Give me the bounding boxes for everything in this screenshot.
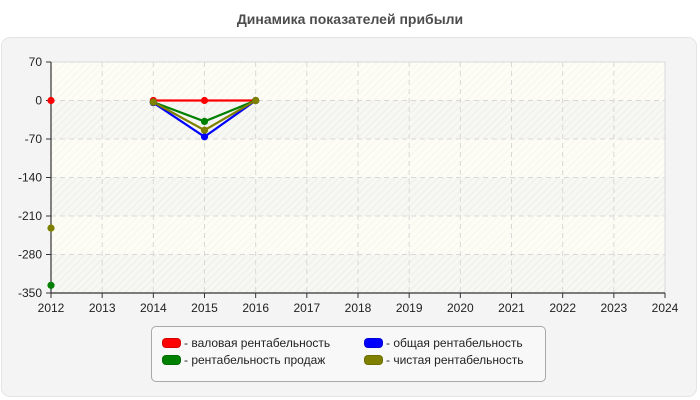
x-tick-label: 2024 xyxy=(652,301,679,315)
y-tick-label: 0 xyxy=(35,94,42,108)
x-tick-label: 2021 xyxy=(498,301,525,315)
y-tick-label: 70 xyxy=(29,55,43,69)
x-tick-label: 2023 xyxy=(600,301,627,315)
legend-swatch-olive xyxy=(364,355,383,365)
y-tick-label: -140 xyxy=(18,171,42,185)
x-tick-label: 2013 xyxy=(89,301,116,315)
x-tick-label: 2014 xyxy=(140,301,167,315)
data-point[interactable] xyxy=(200,96,209,105)
y-tick-label: -210 xyxy=(18,209,42,223)
legend-item-net-margin: - чистая рентабельность xyxy=(364,353,523,367)
x-tick-label: 2017 xyxy=(293,301,320,315)
x-tick-label: 2019 xyxy=(396,301,423,315)
data-point[interactable] xyxy=(252,96,260,105)
legend-item-total-margin: - общая рентабельность xyxy=(364,336,523,350)
legend-label: - общая рентабельность xyxy=(386,336,523,350)
y-tick-label: -70 xyxy=(25,132,43,146)
x-tick-label: 2020 xyxy=(447,301,474,315)
x-tick-label: 2018 xyxy=(345,301,372,315)
x-tick-label: 2012 xyxy=(38,301,65,315)
x-tick-label: 2022 xyxy=(549,301,576,315)
y-tick-label: -350 xyxy=(18,286,42,300)
data-point[interactable] xyxy=(149,98,157,106)
legend-swatch-blue xyxy=(364,338,383,348)
data-point[interactable] xyxy=(200,126,209,134)
legend-swatch-red xyxy=(162,338,181,348)
legend-label: - чистая рентабельность xyxy=(386,353,524,367)
data-point[interactable] xyxy=(47,224,55,232)
legend-label: - валовая рентабельность xyxy=(184,336,331,350)
chart-title: Динамика показателей прибыли xyxy=(236,11,464,27)
x-tick-label: 2016 xyxy=(242,301,269,315)
legend-item-gross-margin: - валовая рентабельность xyxy=(162,336,330,350)
data-point[interactable] xyxy=(47,96,55,105)
data-point[interactable] xyxy=(200,117,209,125)
x-tick-label: 2015 xyxy=(191,301,218,315)
data-point[interactable] xyxy=(47,281,55,289)
y-tick-label: -280 xyxy=(18,248,42,262)
legend: - валовая рентабельность - общая рентабе… xyxy=(151,326,546,382)
data-point[interactable] xyxy=(200,133,209,141)
legend-item-sales-margin: - рентабельность продаж xyxy=(162,353,325,367)
legend-label: - рентабельность продаж xyxy=(184,353,326,367)
legend-swatch-green xyxy=(162,355,181,365)
data-series xyxy=(47,96,260,289)
